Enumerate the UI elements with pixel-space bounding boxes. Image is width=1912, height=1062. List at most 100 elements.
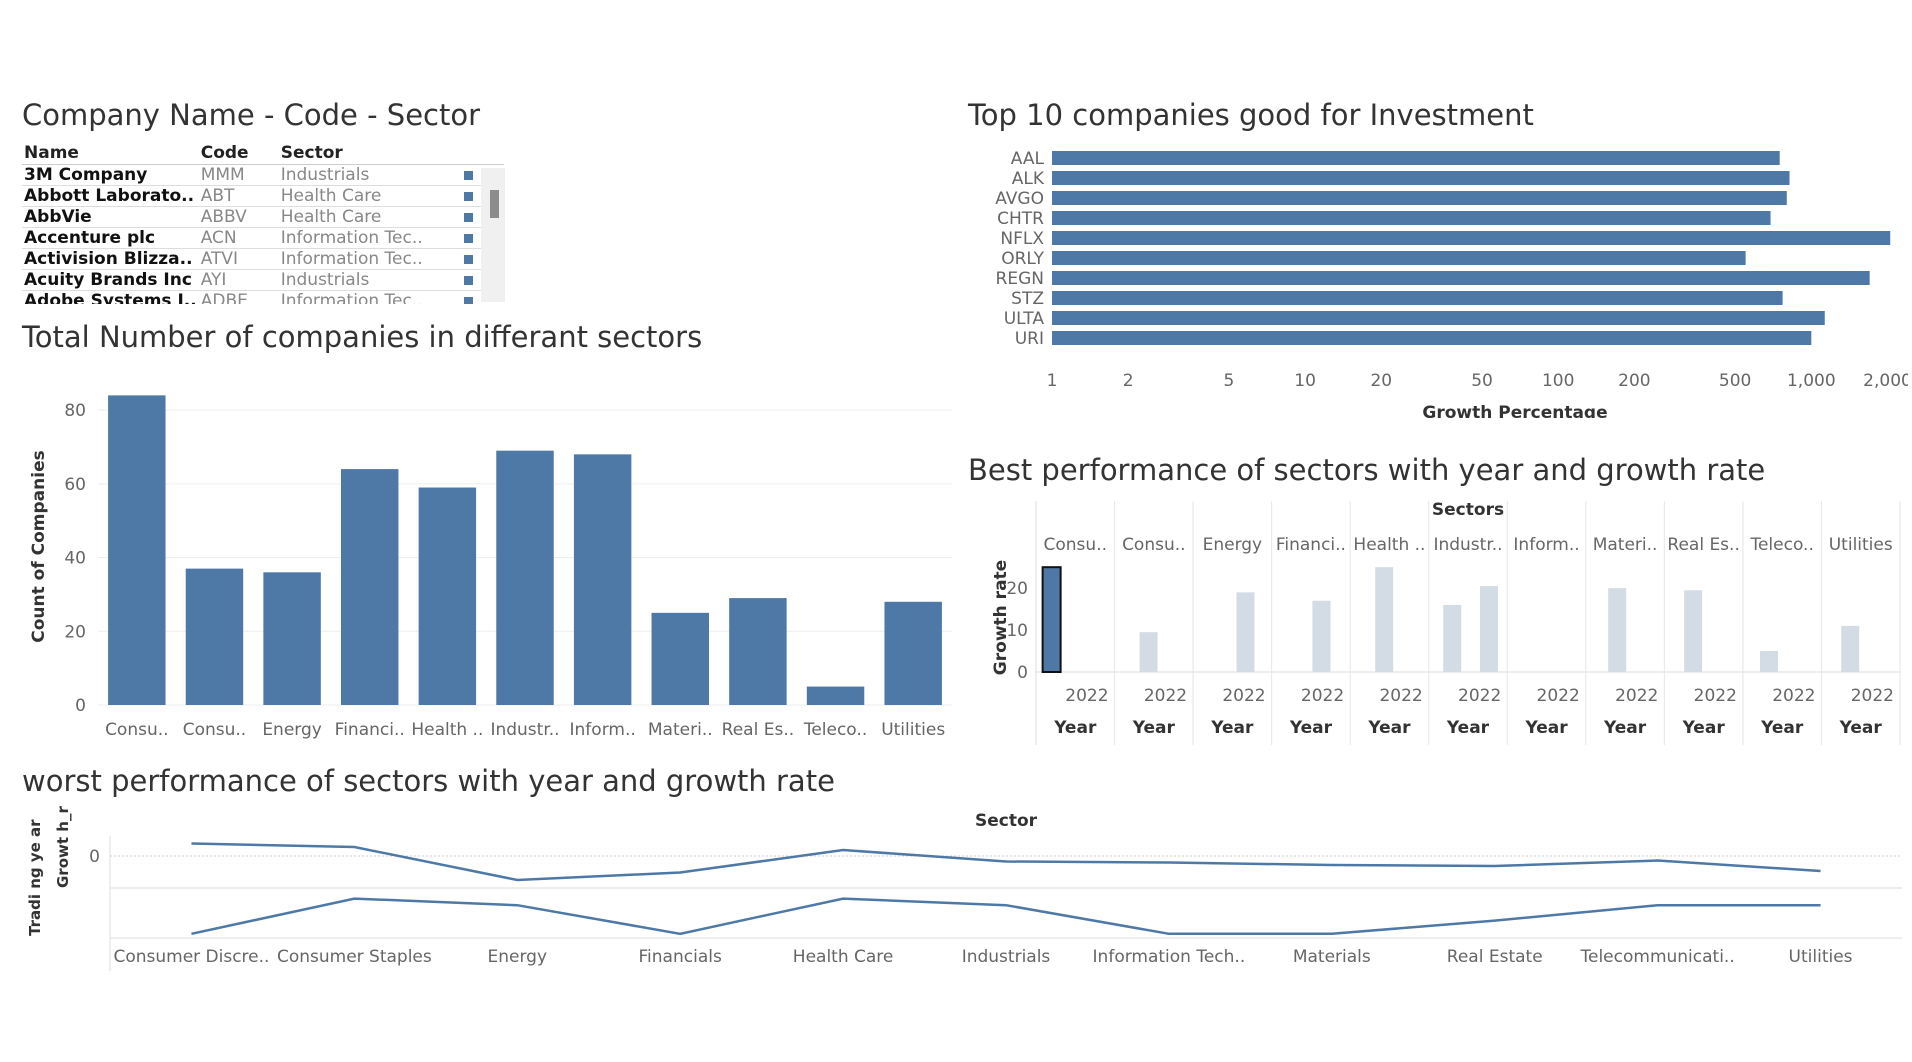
bar[interactable] [1052, 151, 1780, 165]
bar[interactable] [1841, 625, 1860, 672]
table-title: Company Name - Code - Sector [22, 98, 481, 132]
table-row[interactable]: Accenture plc ACN Information Tec.. [22, 227, 504, 249]
x-tick-label: 1,000 [1787, 371, 1836, 391]
sector-header: Industr.. [1433, 535, 1502, 555]
y-tick-label: 60 [64, 475, 86, 495]
bar[interactable] [1684, 590, 1703, 672]
sector-header: Health .. [1353, 535, 1425, 555]
table-scrollbar[interactable] [481, 168, 505, 302]
year-axis-label: Year [1603, 718, 1647, 738]
x-axis-label: Growth Percentage [1422, 403, 1607, 418]
worst-performance-chart: Sector 0 Consumer Discre.. Consumer Staples… [26, 806, 1902, 971]
bar[interactable] [263, 572, 321, 705]
bar[interactable] [729, 598, 787, 705]
column-header-sector[interactable]: Sector [278, 142, 434, 165]
row-mark[interactable] [464, 255, 474, 264]
y-tick-label: 0 [75, 696, 86, 716]
table-row[interactable]: Adobe Systems I.. ADBE Information Tec.. [22, 290, 504, 304]
year-tick-label: 2022 [1379, 686, 1422, 706]
company-code-cell: ABT [198, 185, 279, 207]
bar[interactable] [1052, 211, 1771, 225]
company-table: Name Code Sector 3M Company MMM Industrial… [22, 142, 504, 304]
bar[interactable] [1052, 191, 1787, 205]
x-tick-label: 1 [1047, 371, 1058, 391]
x-tick-label: 50 [1471, 371, 1493, 391]
bar[interactable] [1608, 588, 1627, 672]
table-row[interactable]: Activision Blizza.. ATVI Information Tec.. [22, 248, 504, 270]
company-name-cell: Adobe Systems I.. [22, 290, 199, 304]
bar[interactable] [1052, 311, 1825, 325]
x-tick-label: 100 [1542, 371, 1574, 391]
row-mark[interactable] [464, 213, 474, 222]
year-axis-label: Year [1289, 718, 1333, 738]
x-tick-label: 20 [1370, 371, 1392, 391]
bar[interactable] [1052, 331, 1812, 345]
column-header-code[interactable]: Code [198, 142, 279, 165]
year-tick-label: 2022 [1537, 686, 1580, 706]
year-axis-label: Year [1367, 718, 1411, 738]
bar[interactable] [418, 487, 477, 705]
bar[interactable] [1052, 271, 1870, 285]
x-tick-label: Utilities [1789, 947, 1853, 967]
company-code-cell: ATVI [198, 248, 279, 270]
row-mark[interactable] [464, 297, 474, 304]
x-tick-label: Industrials [962, 947, 1051, 967]
x-tick-label: Energy [262, 720, 322, 740]
bar[interactable] [573, 454, 632, 705]
x-tick-label: Materials [1293, 947, 1371, 967]
bar[interactable] [1375, 567, 1394, 672]
bar[interactable] [1052, 171, 1790, 185]
trading-year-line[interactable] [191, 897, 1821, 936]
y-tick-label: CHTR [997, 209, 1044, 229]
growth-rate-line[interactable] [191, 842, 1821, 882]
company-name-cell: Activision Blizza.. [22, 248, 199, 270]
bar[interactable] [1480, 586, 1499, 672]
y-tick-label: REGN [996, 269, 1044, 289]
year-tick-label: 2022 [1065, 686, 1108, 706]
table-row[interactable]: Acuity Brands Inc AYI Industrials [22, 269, 504, 291]
best-performance-title: Best performance of sectors with year an… [968, 453, 1766, 487]
best-performance-chart: Sectors Consu.. 2022 Year Consu.. 2022 Year Ene… [991, 500, 1901, 745]
bar[interactable] [185, 568, 244, 705]
row-mark[interactable] [464, 171, 474, 180]
table-row[interactable]: AbbVie ABBV Health Care [22, 206, 504, 228]
table-row[interactable]: Abbott Laborato.. ABT Health Care [22, 185, 504, 207]
bar[interactable] [884, 601, 942, 705]
bar[interactable] [1139, 632, 1158, 672]
y-tick-label: 20 [1006, 579, 1028, 599]
row-mark[interactable] [464, 192, 474, 201]
year-axis-label: Year [1132, 718, 1176, 738]
sector-count-title: Total Number of companies in differant s… [22, 320, 703, 354]
column-header-name[interactable]: Name [22, 142, 199, 165]
table-row[interactable]: 3M Company MMM Industrials [22, 164, 504, 186]
bar[interactable] [1443, 604, 1462, 672]
bar[interactable] [1052, 291, 1783, 305]
bar[interactable] [1312, 600, 1331, 672]
scrollbar-thumb[interactable] [490, 190, 499, 218]
x-tick-label: Health .. [411, 720, 483, 740]
y-tick-label: ULTA [1004, 309, 1045, 329]
bar[interactable] [806, 686, 865, 705]
year-axis-label: Year [1053, 718, 1097, 738]
bar[interactable] [1041, 566, 1062, 673]
bar[interactable] [1052, 231, 1891, 245]
sector-header: Inform.. [1513, 535, 1579, 555]
bar[interactable] [496, 450, 554, 705]
row-mark[interactable] [464, 234, 474, 243]
y-tick-label: 80 [64, 401, 86, 421]
year-tick-label: 2022 [1222, 686, 1265, 706]
bar[interactable] [108, 395, 166, 705]
company-sector-cell: Health Care [278, 206, 434, 228]
bar[interactable] [341, 469, 399, 705]
bar[interactable] [1236, 592, 1255, 672]
bar[interactable] [1052, 251, 1746, 265]
sector-header: Energy [1203, 535, 1263, 555]
sector-header: Consu.. [1044, 535, 1107, 555]
sector-header: Materi.. [1593, 535, 1658, 555]
row-mark[interactable] [464, 276, 474, 285]
bar[interactable] [651, 612, 709, 705]
bar[interactable] [1760, 651, 1779, 672]
company-name-cell: Accenture plc [22, 227, 199, 249]
x-tick-label: Financi.. [335, 720, 405, 740]
table-body: 3M Company MMM Industrials Abbott Laborato.… [22, 164, 504, 304]
